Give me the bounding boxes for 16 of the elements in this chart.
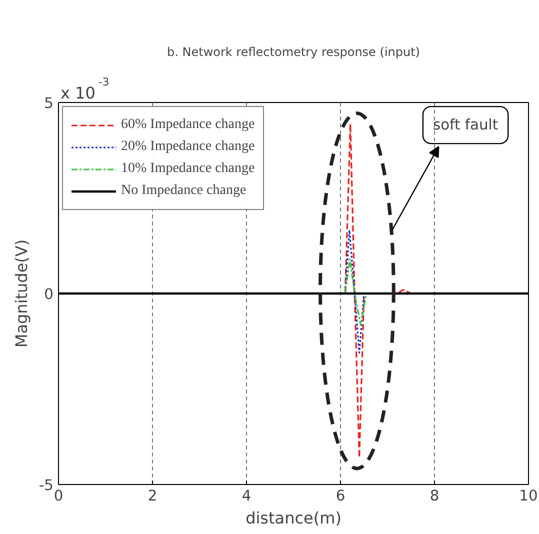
x-tick-label: 6 [336, 488, 346, 504]
chart-title: b. Network reflectometry response (input) [167, 45, 420, 59]
y-tick-label: 5 [44, 95, 54, 112]
x-tick-label: 8 [430, 488, 440, 504]
x-tick-label: 4 [242, 488, 252, 504]
legend-label: No Impedance change [121, 183, 246, 199]
legend-label: 10% Impedance change [121, 161, 255, 177]
y-tick-label: -5 [38, 477, 54, 494]
legend-label: 60% Impedance change [121, 117, 255, 133]
y-axis-title: Magnitude(V) [12, 239, 31, 348]
x-tick-label: 2 [148, 488, 158, 504]
legend-label: 20% Impedance change [121, 139, 255, 155]
x-axis-title: distance(m) [246, 508, 342, 528]
x-tick-label: 10 [519, 488, 538, 504]
annotation: soft fault [432, 116, 498, 134]
y-tick-label: 0 [44, 286, 54, 303]
